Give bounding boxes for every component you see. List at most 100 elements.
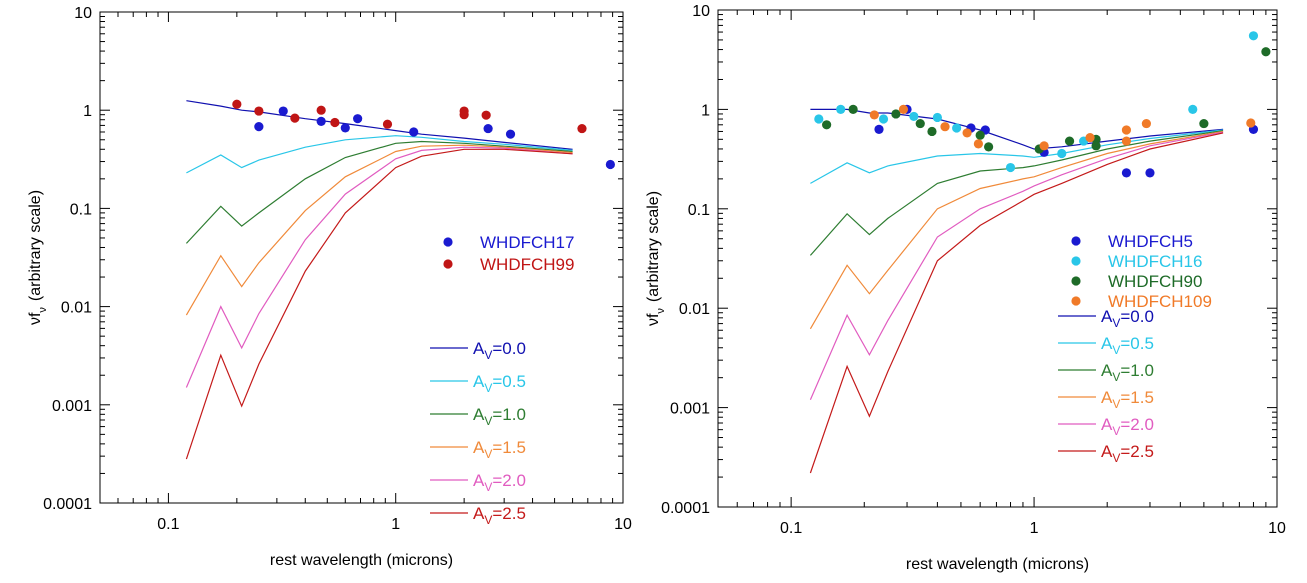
legend-label-main: A bbox=[1101, 361, 1113, 380]
y-tick-label: 0.001 bbox=[52, 398, 92, 415]
legend-label-rest: =0.5 bbox=[492, 372, 526, 391]
legend-label-main: A bbox=[1101, 307, 1113, 326]
data-point-whdfch16 bbox=[952, 123, 962, 133]
y-tick-label: 1 bbox=[701, 102, 710, 119]
legend-marker bbox=[443, 259, 453, 269]
data-point-whdfch99 bbox=[330, 117, 340, 128]
x-tick-label: 10 bbox=[614, 516, 632, 533]
legend-marker bbox=[1071, 296, 1081, 306]
data-point-whdfch16 bbox=[909, 111, 919, 122]
legend-label-sub: V bbox=[484, 480, 492, 494]
legend-label-rest: =1.0 bbox=[1120, 361, 1154, 380]
data-point-whdfch109 bbox=[1085, 133, 1095, 143]
plot-frame bbox=[99, 11, 624, 504]
data-point-whdfch16 bbox=[932, 112, 942, 123]
data-point-whdfch109 bbox=[869, 110, 879, 120]
legend-label-sub: V bbox=[484, 414, 492, 428]
data-point-whdfch17 bbox=[340, 123, 350, 133]
data-point-whdfch16 bbox=[1057, 148, 1067, 159]
legend-label-sub: V bbox=[484, 447, 492, 461]
y-tick-label: 10 bbox=[692, 3, 710, 20]
y-axis-label-sub: ν bbox=[37, 307, 49, 313]
legend-label: AV=2.5 bbox=[473, 504, 526, 527]
legend-label: WHDFCH5 bbox=[1108, 232, 1193, 251]
legend-label-rest: =2.0 bbox=[1120, 415, 1154, 434]
data-point-whdfch90 bbox=[1064, 136, 1075, 146]
legend-label: AV=0.5 bbox=[473, 372, 526, 395]
data-point-whdfch109 bbox=[973, 139, 983, 149]
legend-label-main: A bbox=[473, 372, 485, 391]
chart-panel-1: 0.1 1 10 0.0001 0.001 0.01 0.1 1 10 rest waveleng… bbox=[27, 5, 632, 569]
legend-marker bbox=[443, 237, 453, 247]
data-point-whdfch17 bbox=[483, 123, 493, 134]
legend-label: WHDFCH16 bbox=[1108, 252, 1202, 271]
legend-label: AV=0.5 bbox=[1101, 334, 1154, 357]
legend-label-sub: V bbox=[1112, 397, 1120, 411]
data-point-whdfch90 bbox=[1199, 118, 1209, 129]
legend-label: AV=1.0 bbox=[473, 405, 526, 428]
model-curve-av-4 bbox=[185, 144, 573, 316]
data-point-whdfch16 bbox=[1188, 104, 1198, 114]
data-point-whdfch90 bbox=[975, 130, 985, 140]
legend-marker bbox=[1071, 276, 1081, 286]
data-point-whdfch109 bbox=[1246, 118, 1256, 128]
data-point-whdfch90 bbox=[848, 104, 858, 114]
legend-label: AV=2.5 bbox=[1101, 442, 1154, 465]
y-tick-label: 0.1 bbox=[70, 201, 92, 218]
y-axis-label-sub: ν bbox=[655, 308, 667, 314]
legend-label-rest: =0.5 bbox=[1120, 334, 1154, 353]
legend-label-main: A bbox=[473, 438, 485, 457]
data-point-whdfch90 bbox=[822, 120, 832, 130]
y-tick-label: 10 bbox=[74, 5, 92, 22]
legend-label-main: A bbox=[473, 471, 485, 490]
legend-label: AV=1.5 bbox=[1101, 388, 1154, 411]
data-point-whdfch5 bbox=[1145, 168, 1155, 178]
x-tick-label: 0.1 bbox=[157, 516, 179, 533]
legend-label-sub: V bbox=[1112, 451, 1120, 465]
data-point-whdfch17 bbox=[316, 116, 326, 126]
chart-panel-2: 0.1 1 10 0.0001 0.001 0.01 0.1 1 10 rest waveleng… bbox=[645, 3, 1286, 573]
data-point-whdfch17 bbox=[278, 106, 288, 116]
y-tick-label: 0.0001 bbox=[43, 496, 92, 513]
plot-frame bbox=[717, 9, 1278, 508]
data-point-whdfch16 bbox=[1005, 162, 1016, 173]
y-tick-label: 0.0001 bbox=[661, 500, 710, 517]
data-point-whdfch99 bbox=[577, 123, 587, 134]
legend-label: AV=0.0 bbox=[473, 339, 526, 362]
legend-label: AV=2.0 bbox=[1101, 415, 1154, 438]
model-curve-av-4 bbox=[809, 130, 1224, 330]
legend-label-sub: V bbox=[484, 348, 492, 362]
model-curve-av-1 bbox=[810, 108, 1224, 150]
data-point-whdfch16 bbox=[836, 104, 846, 114]
model-curve-av-5 bbox=[185, 146, 573, 388]
data-point-whdfch16 bbox=[878, 114, 889, 124]
model-curve-av-3 bbox=[185, 140, 573, 244]
data-point-whdfch17 bbox=[409, 127, 419, 137]
data-point-whdfch99 bbox=[254, 106, 264, 116]
data-point-whdfch99 bbox=[290, 113, 300, 123]
legend-marker bbox=[1071, 256, 1081, 266]
data-point-whdfch17 bbox=[353, 114, 363, 124]
data-point-whdfch90 bbox=[984, 142, 994, 152]
y-axis-label-main: νf bbox=[27, 312, 44, 325]
data-point-whdfch16 bbox=[814, 114, 824, 124]
legend: WHDFCH17WHDFCH99AV=0.0AV=0.5AV=1.0AV=1.5… bbox=[430, 233, 574, 527]
legend-label-main: A bbox=[473, 504, 485, 523]
data-point-whdfch90 bbox=[1091, 141, 1101, 151]
data-point-whdfch109 bbox=[1039, 141, 1049, 151]
legend-label-sub: V bbox=[1112, 370, 1120, 384]
model-curve-av-2 bbox=[810, 129, 1224, 184]
y-tick-label: 0.1 bbox=[688, 202, 710, 219]
x-tick-label: 1 bbox=[391, 516, 400, 533]
x-axis-label: rest wavelength (microns) bbox=[270, 552, 453, 569]
x-tick-label: 1 bbox=[1030, 520, 1039, 537]
data-point-whdfch90 bbox=[927, 126, 937, 137]
legend-label-main: A bbox=[1101, 415, 1113, 434]
model-curve-av-6 bbox=[185, 148, 573, 460]
y-axis-label: νfν (arbitrary scale) bbox=[645, 191, 667, 326]
legend: WHDFCH5WHDFCH16WHDFCH90WHDFCH109AV=0.0AV… bbox=[1058, 232, 1212, 465]
legend-label-rest: =2.5 bbox=[1120, 442, 1154, 461]
legend-label-rest: =2.5 bbox=[492, 504, 526, 523]
data-point-whdfch5 bbox=[874, 124, 884, 134]
